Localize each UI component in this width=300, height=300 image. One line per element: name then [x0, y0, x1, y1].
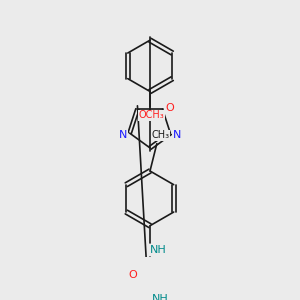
Text: O: O	[165, 103, 174, 112]
Text: CH₃: CH₃	[151, 130, 169, 140]
Text: OCH₃: OCH₃	[139, 110, 165, 120]
Text: O: O	[128, 270, 137, 280]
Text: NH: NH	[152, 294, 169, 300]
Text: NH: NH	[150, 245, 167, 255]
Text: N: N	[118, 130, 127, 140]
Text: N: N	[173, 130, 182, 140]
